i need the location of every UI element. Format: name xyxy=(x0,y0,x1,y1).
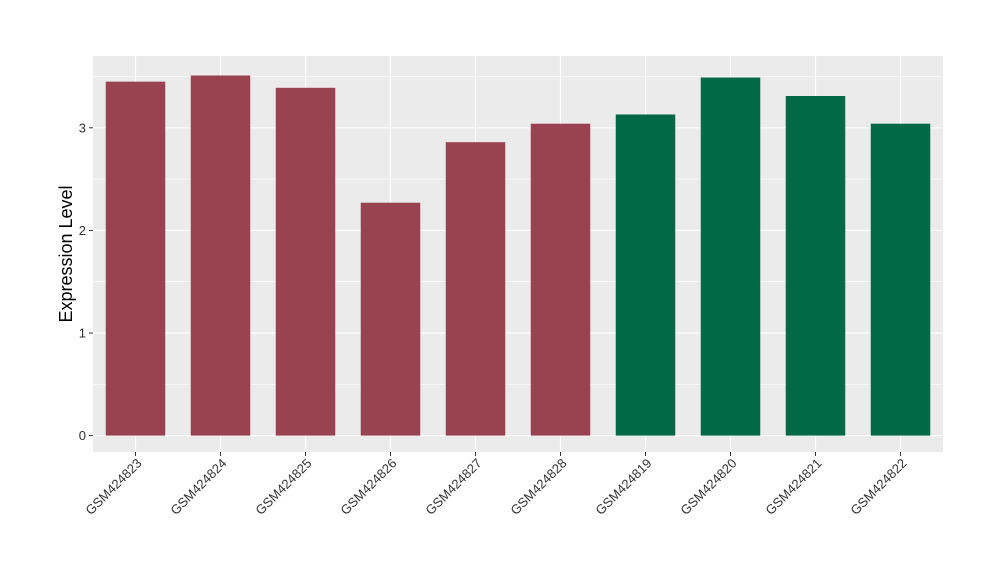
bar-GSM424819 xyxy=(615,114,676,436)
x-tick-label: GSM424820 xyxy=(677,456,739,518)
bar-GSM424823 xyxy=(105,81,166,436)
y-tick-label: 1 xyxy=(79,325,86,340)
bar-GSM424822 xyxy=(870,123,931,436)
bar-GSM424828 xyxy=(530,123,591,436)
y-tick-label: 2 xyxy=(79,223,86,238)
x-tick-label: GSM424823 xyxy=(82,456,144,518)
bar-GSM424827 xyxy=(445,142,506,436)
bar-GSM424821 xyxy=(785,96,846,436)
bar-GSM424820 xyxy=(700,77,761,436)
x-tick-label: GSM424826 xyxy=(337,456,399,518)
bar-GSM424824 xyxy=(190,75,251,436)
x-tick-label: GSM424821 xyxy=(762,456,824,518)
y-tick-label: 0 xyxy=(79,428,86,443)
y-axis: 0 1 2 3 xyxy=(79,120,93,443)
x-tick-label: GSM424824 xyxy=(167,456,229,518)
x-tick-label: GSM424828 xyxy=(507,456,569,518)
x-tick-label: GSM424822 xyxy=(847,456,909,518)
bar-GSM424825 xyxy=(275,87,336,436)
x-tick-label: GSM424825 xyxy=(252,456,314,518)
y-axis-title: Expression Level xyxy=(56,185,76,322)
x-axis: GSM424823 GSM424824 GSM424825 GSM424826 GSM4… xyxy=(82,452,910,518)
bars xyxy=(105,75,931,436)
bar-GSM424826 xyxy=(360,202,421,436)
x-tick-label: GSM424827 xyxy=(422,456,484,518)
y-tick-label: 3 xyxy=(79,120,86,135)
x-tick-label: GSM424819 xyxy=(592,456,654,518)
